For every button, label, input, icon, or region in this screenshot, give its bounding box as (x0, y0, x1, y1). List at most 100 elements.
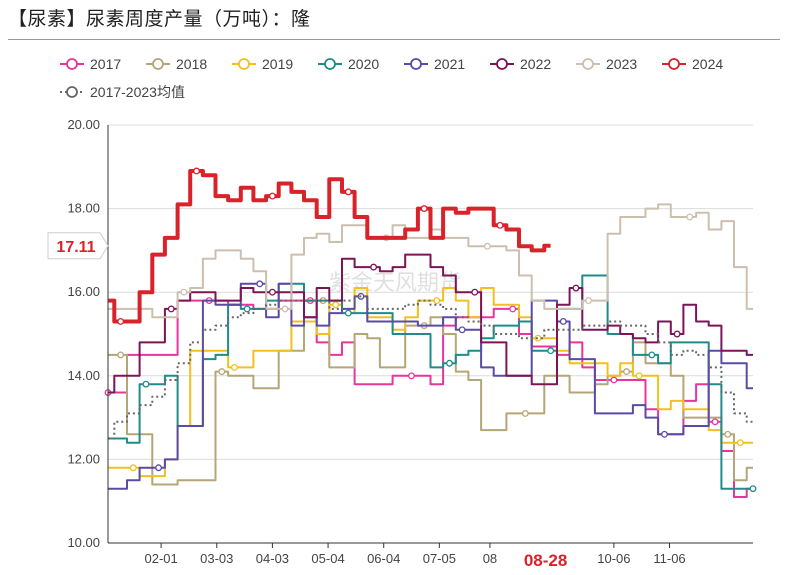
series-line-2021 (108, 282, 753, 490)
legend-label: 2019 (262, 56, 293, 72)
series-line-2018 (108, 299, 753, 486)
highlight-x-label: 08-28 (524, 551, 567, 570)
legend-swatch-marker (496, 58, 508, 70)
series-point-2024 (344, 188, 352, 196)
y-tick-label: 10.00 (67, 535, 100, 550)
legend-item-2021: 2021 (404, 56, 465, 72)
series-point-2022 (471, 288, 479, 296)
current-value-label: 17.11 (56, 239, 95, 256)
axes: 10.00 12.00 14.00 16.00 18.00 20.00 02-01 03-03… (67, 117, 753, 566)
legend-item-2019: 2019 (232, 56, 293, 72)
series-point-2019 (332, 301, 340, 309)
series-point-2019 (129, 464, 137, 472)
legend-label: 2020 (348, 56, 379, 72)
series-point-2023 (686, 213, 694, 221)
current-value-tag (47, 232, 109, 260)
x-tick-label: 05-04 (311, 551, 344, 566)
series-point-2020 (749, 485, 757, 493)
series-point-2017 (509, 305, 517, 313)
series-point-2019 (231, 363, 238, 371)
legend-swatch-marker (582, 58, 594, 70)
y-tick-label: 18.00 (67, 201, 100, 216)
series-point-2023 (281, 305, 289, 313)
legend-label: 2017 (90, 56, 121, 72)
series-point-2019 (736, 439, 744, 447)
legend-item-2024: 2024 (662, 56, 723, 72)
series-point-2017 (610, 376, 618, 384)
legend-label: 2024 (692, 56, 723, 72)
series-point-2021 (661, 430, 668, 438)
legend-label: 2017-2023均值 (90, 84, 185, 100)
series-point-2021 (155, 464, 163, 472)
series-point-2021 (559, 318, 567, 325)
legend-item-2023: 2023 (576, 56, 637, 72)
series-point-2020 (446, 359, 453, 367)
series-point-2018 (117, 351, 125, 359)
series-point-2020 (142, 380, 150, 388)
series-point-2018 (218, 368, 226, 376)
series-line-2020 (108, 274, 753, 490)
legend-item-2022: 2022 (490, 56, 551, 72)
chart-title: 【尿素】尿素周度产量（万吨）：隆 (8, 8, 311, 30)
legend-swatch-marker (66, 58, 78, 70)
series-point-2023 (180, 288, 188, 296)
series-point-2018 (521, 409, 529, 417)
series-point-2023 (483, 242, 491, 250)
series-point-2022 (268, 288, 276, 296)
series-point-2024 (193, 167, 200, 175)
series-point-2024 (268, 192, 276, 200)
axis-pointer: 08-28 17.11 (47, 232, 567, 570)
x-tick-label: 04-03 (256, 551, 289, 566)
legend-label: 2022 (520, 56, 551, 72)
series-point-2018 (724, 430, 732, 438)
series-point-2020 (344, 309, 352, 317)
x-tick-label: 08 (483, 551, 497, 566)
legend-item-2020: 2020 (318, 56, 379, 72)
legend-label: 2021 (434, 56, 465, 72)
legend-swatch-marker (66, 86, 78, 98)
y-tick-label: 20.00 (67, 117, 100, 132)
series-point-2017 (711, 418, 719, 426)
series-point-2020 (648, 351, 656, 359)
series-line-2024 (108, 169, 551, 324)
chart-legend: 2017 2018 2019 2020 2021 2022 2023 2024 2017-202… (60, 56, 723, 100)
legend-swatch-marker (152, 58, 164, 70)
x-tick-label: 07-05 (423, 551, 456, 566)
series-point-2019 (534, 334, 542, 342)
series-line-2022 (108, 253, 753, 394)
legend-swatch-marker (410, 58, 422, 70)
series-point-2021 (256, 280, 264, 288)
series-point-2022 (572, 284, 580, 292)
series-point-2021 (458, 326, 466, 334)
legend-swatch-marker (668, 58, 680, 70)
x-tick-label: 02-01 (144, 551, 177, 566)
x-tick-label: 11-06 (653, 551, 685, 566)
series-point-2022 (673, 330, 681, 338)
series-point-2022 (167, 305, 175, 313)
legend-swatch-marker (238, 58, 250, 70)
legend-item-2018: 2018 (146, 56, 207, 72)
x-tick-label: 10-06 (597, 551, 630, 566)
watermark-text: 紫金天风期货 (329, 271, 461, 296)
y-tick-label: 14.00 (67, 368, 100, 383)
series-point-2020 (243, 305, 251, 313)
series-lines (104, 167, 757, 498)
series-point-2024 (496, 221, 504, 229)
series-point-2022 (370, 263, 378, 271)
series-point-2019 (635, 372, 643, 380)
series-point-2024 (117, 318, 125, 325)
x-tick-label: 06-04 (367, 551, 400, 566)
title-divider (8, 39, 780, 40)
series-point-2023 (585, 297, 593, 305)
series-line-2017-2023 (108, 295, 753, 440)
legend-item-2017: 2017 (60, 56, 121, 72)
legend-label: 2023 (606, 56, 637, 72)
y-tick-label: 12.00 (67, 451, 100, 466)
x-tick-label: 03-03 (200, 551, 233, 566)
legend-swatch-marker (324, 58, 336, 70)
series-point-2017 (408, 372, 415, 380)
legend-label: 2018 (176, 56, 207, 72)
series-point-2020 (547, 347, 555, 355)
legend-item-average: 2017-2023均值 (60, 84, 185, 100)
